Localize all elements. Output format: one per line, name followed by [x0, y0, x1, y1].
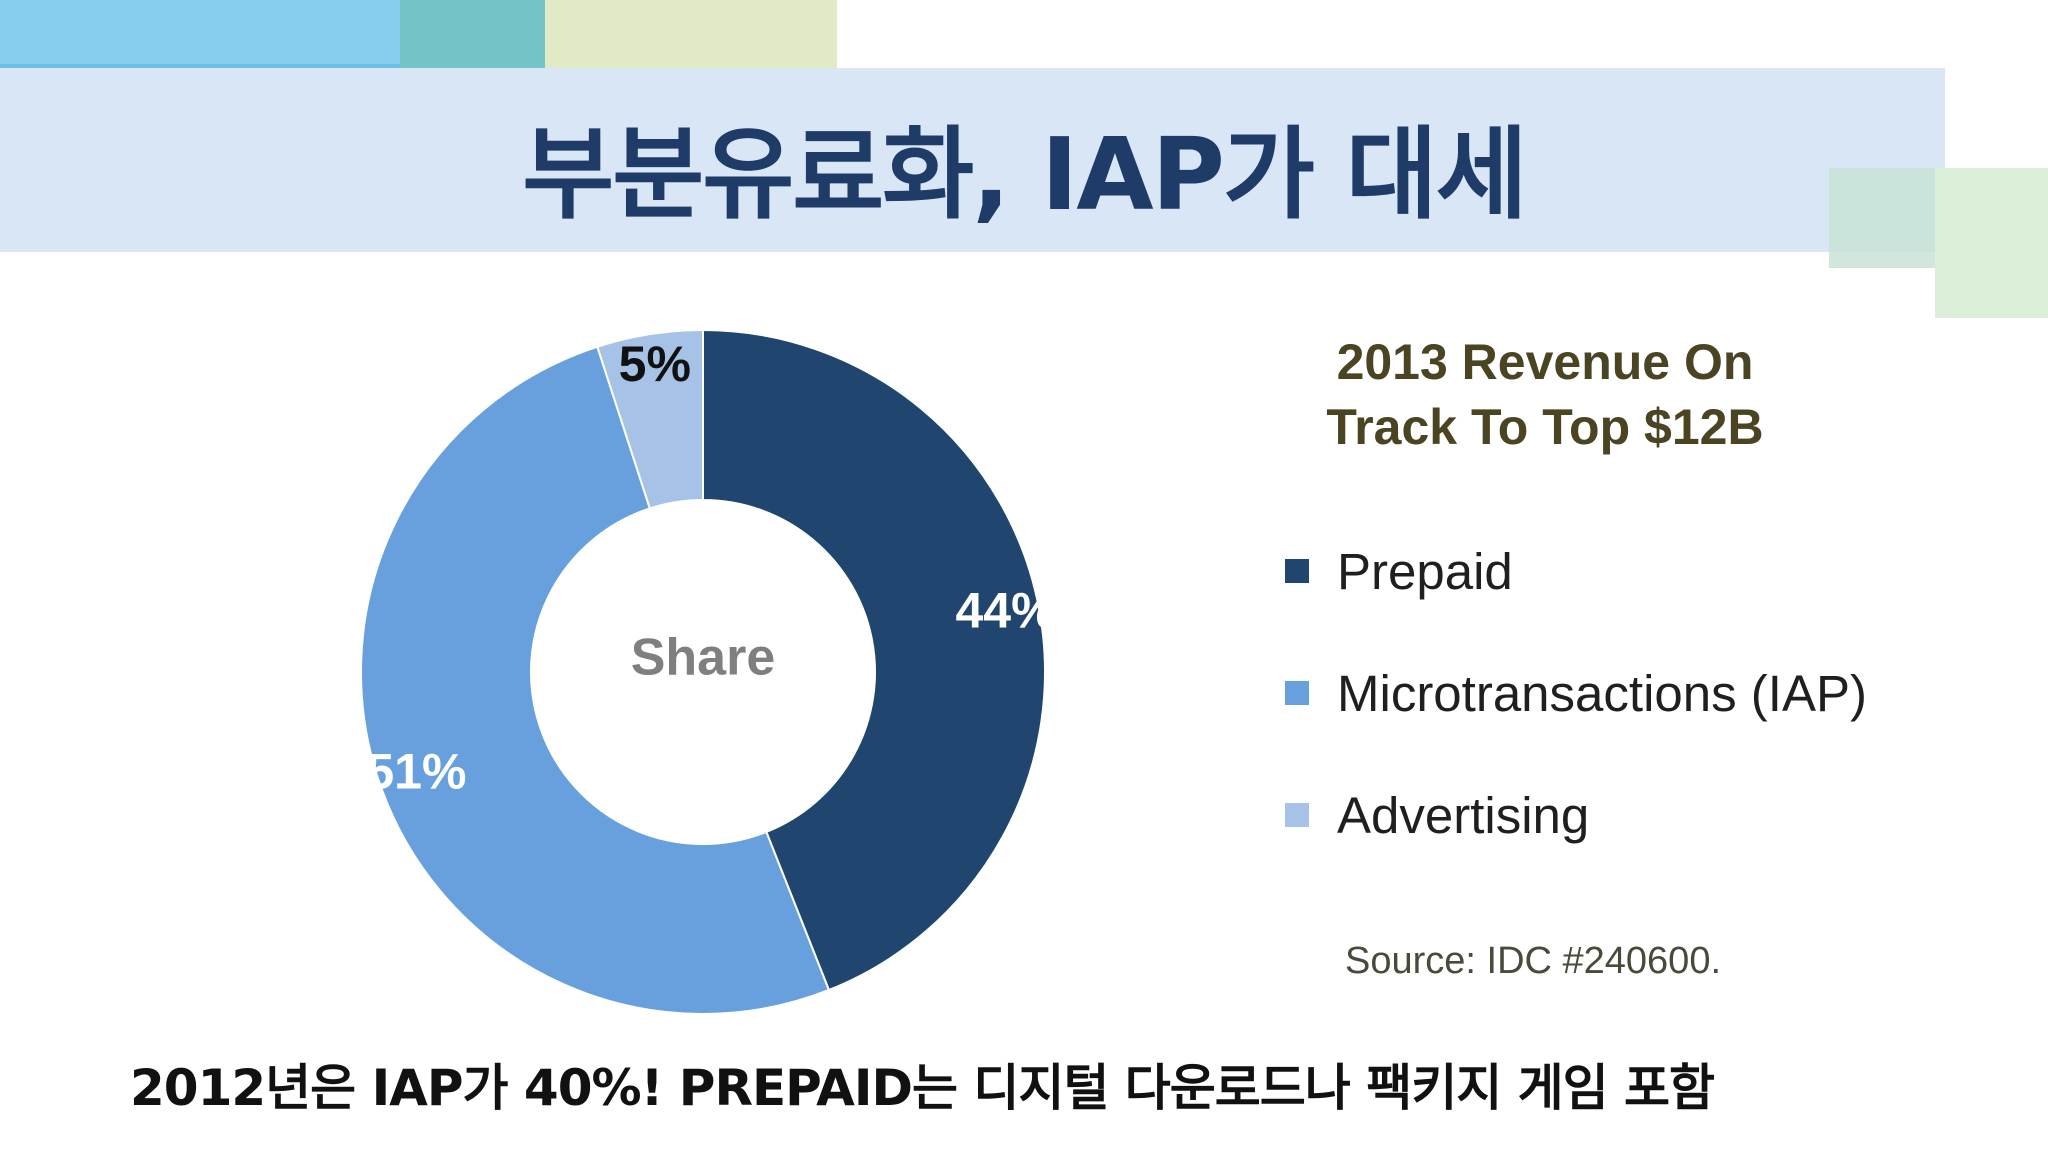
decor-block-gap [1829, 268, 1935, 318]
slice-label-advertising: 5% [619, 336, 691, 392]
chart-title: 2013 Revenue On Track To Top $12B [1260, 330, 1830, 460]
decor-block-light-green [1935, 168, 2048, 318]
chart-center-label: Share [631, 629, 776, 687]
slice-label-prepaid: 44% [956, 582, 1056, 638]
slice-prepaid [702, 328, 1046, 992]
slice-label-microtransactions: 51% [366, 743, 466, 799]
legend-item-microtransactions: Microtransactions (IAP) [1285, 663, 1867, 723]
legend-label-prepaid: Prepaid [1337, 542, 1513, 600]
legend-swatch-advertising [1285, 803, 1309, 827]
source-note: Source: IDC #240600. [1345, 940, 1722, 982]
title-band [0, 68, 1945, 252]
chart-slice-labels: 44% 51% 5% [366, 336, 1055, 799]
legend-label-advertising: Advertising [1337, 786, 1590, 844]
slice-advertising [596, 328, 704, 510]
legend-swatch-microtransactions [1285, 681, 1309, 705]
legend-item-prepaid: Prepaid [1285, 541, 1513, 601]
chart-title-line-2: Track To Top $12B [1326, 399, 1764, 455]
slide-title: 부분유료화, IAP가 대세 [522, 116, 1528, 233]
chart-title-line-1: 2013 Revenue On [1336, 334, 1754, 390]
slide-caption: 2012년은 IAP가 40%! PREPAID는 디지털 다운로드나 팩키지 … [130, 1059, 1715, 1117]
slice-microtransactions [360, 345, 831, 1015]
legend-label-microtransactions: Microtransactions (IAP) [1337, 664, 1867, 722]
legend-item-advertising: Advertising [1285, 785, 1589, 845]
chart-slices [360, 328, 1046, 1015]
legend-swatch-prepaid [1285, 559, 1309, 583]
